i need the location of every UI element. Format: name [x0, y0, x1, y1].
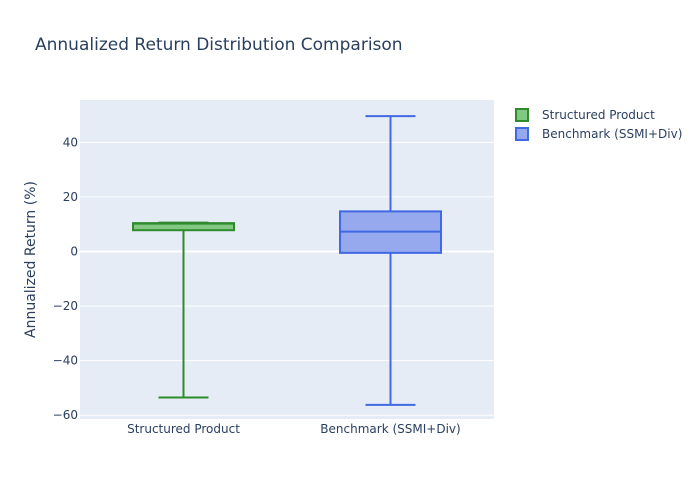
legend-label: Benchmark (SSMI+Div)	[542, 127, 682, 141]
x-tick-label: Benchmark (SSMI+Div)	[320, 422, 460, 436]
chart-title: Annualized Return Distribution Compariso…	[35, 35, 403, 55]
y-tick-label: 0	[70, 245, 78, 259]
box-2	[339, 115, 442, 406]
y-tick-label: 40	[63, 135, 78, 149]
legend-swatch	[515, 127, 529, 141]
y-tick-labels: −60 −40 −20 0 20 40	[53, 135, 78, 422]
legend[interactable]: Structured Product Benchmark (SSMI+Div)	[515, 108, 682, 141]
y-tick-label: −60	[53, 408, 78, 422]
legend-item[interactable]: Structured Product	[515, 108, 655, 122]
legend-item[interactable]: Benchmark (SSMI+Div)	[515, 127, 682, 141]
legend-label: Structured Product	[542, 108, 655, 122]
x-tick-label: Structured Product	[127, 422, 240, 436]
y-tick-label: 20	[63, 190, 78, 204]
box-1	[132, 221, 235, 399]
y-tick-label: −20	[53, 299, 78, 313]
x-tick-labels: Structured Product Benchmark (SSMI+Div)	[127, 422, 461, 436]
y-tick-label: −40	[53, 354, 78, 368]
y-axis-label: Annualized Return (%)	[23, 181, 39, 338]
plot-area	[80, 100, 494, 419]
box-series	[132, 115, 442, 406]
legend-swatch	[515, 108, 529, 122]
